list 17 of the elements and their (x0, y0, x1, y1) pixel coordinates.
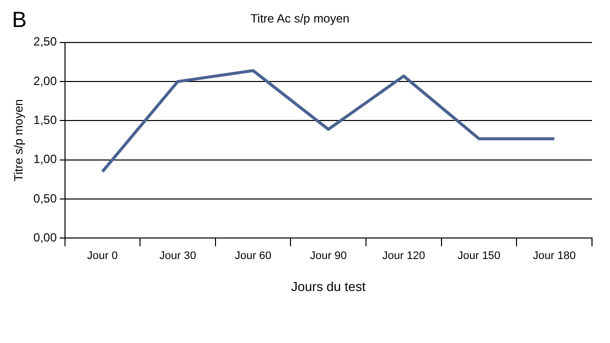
x-tick-label: Jour 180 (532, 250, 576, 262)
y-tick-label: 0,50 (33, 191, 58, 206)
x-tick-label: Jour 30 (159, 250, 196, 262)
y-axis-title: Titre s/p moyen (12, 99, 26, 182)
x-tick-label: Jour 120 (382, 250, 426, 262)
x-tick-label: Jour 90 (310, 250, 347, 262)
x-tick-label: Jour 150 (458, 250, 500, 262)
y-tick-label: 1,50 (33, 113, 58, 128)
y-tick-label: 1,00 (33, 152, 58, 166)
x-tick-label: Jour 60 (234, 250, 272, 262)
x-axis-title: Jours du test (291, 278, 366, 294)
chart-title: Titre Ac s/p moyen (250, 12, 350, 26)
y-tick-label: 0,00 (33, 230, 58, 245)
text: B (12, 7, 27, 32)
y-tick-label: 2,50 (33, 34, 58, 49)
x-tick-label: Jour 0 (87, 250, 118, 262)
y-tick-label: 2,00 (33, 74, 58, 88)
